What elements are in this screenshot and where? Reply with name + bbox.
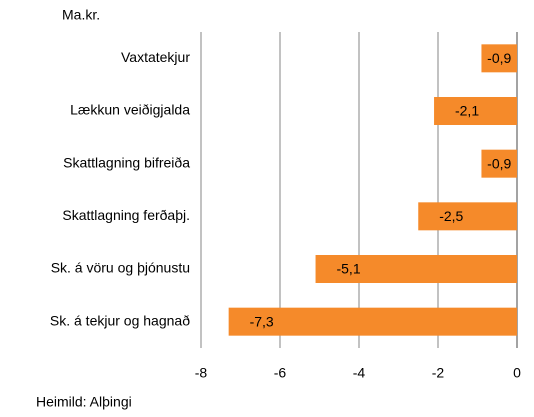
bar xyxy=(481,44,517,73)
y-tick-label: Lækkun veiðigjalda xyxy=(70,102,190,118)
source: Heimild: Alþingi xyxy=(36,394,132,410)
bar xyxy=(481,149,517,178)
value-label: -2,1 xyxy=(455,103,479,119)
x-tick-label: -6 xyxy=(274,365,287,381)
value-label: -5,1 xyxy=(336,261,360,277)
x-tick-label: -2 xyxy=(432,365,445,381)
value-label: -0,9 xyxy=(487,50,511,66)
unit-label: Ma.kr. xyxy=(62,7,100,23)
bar xyxy=(434,97,517,125)
value-label: -2,5 xyxy=(439,208,463,224)
y-tick-label: Sk. á tekjur og hagnað xyxy=(50,312,190,328)
x-tick-label: -4 xyxy=(353,365,366,381)
bar xyxy=(315,255,517,283)
y-tick-label: Skattlagning bifreiða xyxy=(63,154,190,170)
value-label: -7,3 xyxy=(250,313,274,329)
bar xyxy=(418,202,517,231)
x-tick-label: 0 xyxy=(513,365,521,381)
y-tick-label: Sk. á vöru og þjónustu xyxy=(51,260,190,276)
value-label: -0,9 xyxy=(487,155,511,171)
x-tick-label: -8 xyxy=(195,365,208,381)
bar xyxy=(228,307,517,336)
y-tick-label: Vaxtatekjur xyxy=(121,49,190,65)
y-tick-label: Skattlagning ferðaþj. xyxy=(62,207,190,223)
